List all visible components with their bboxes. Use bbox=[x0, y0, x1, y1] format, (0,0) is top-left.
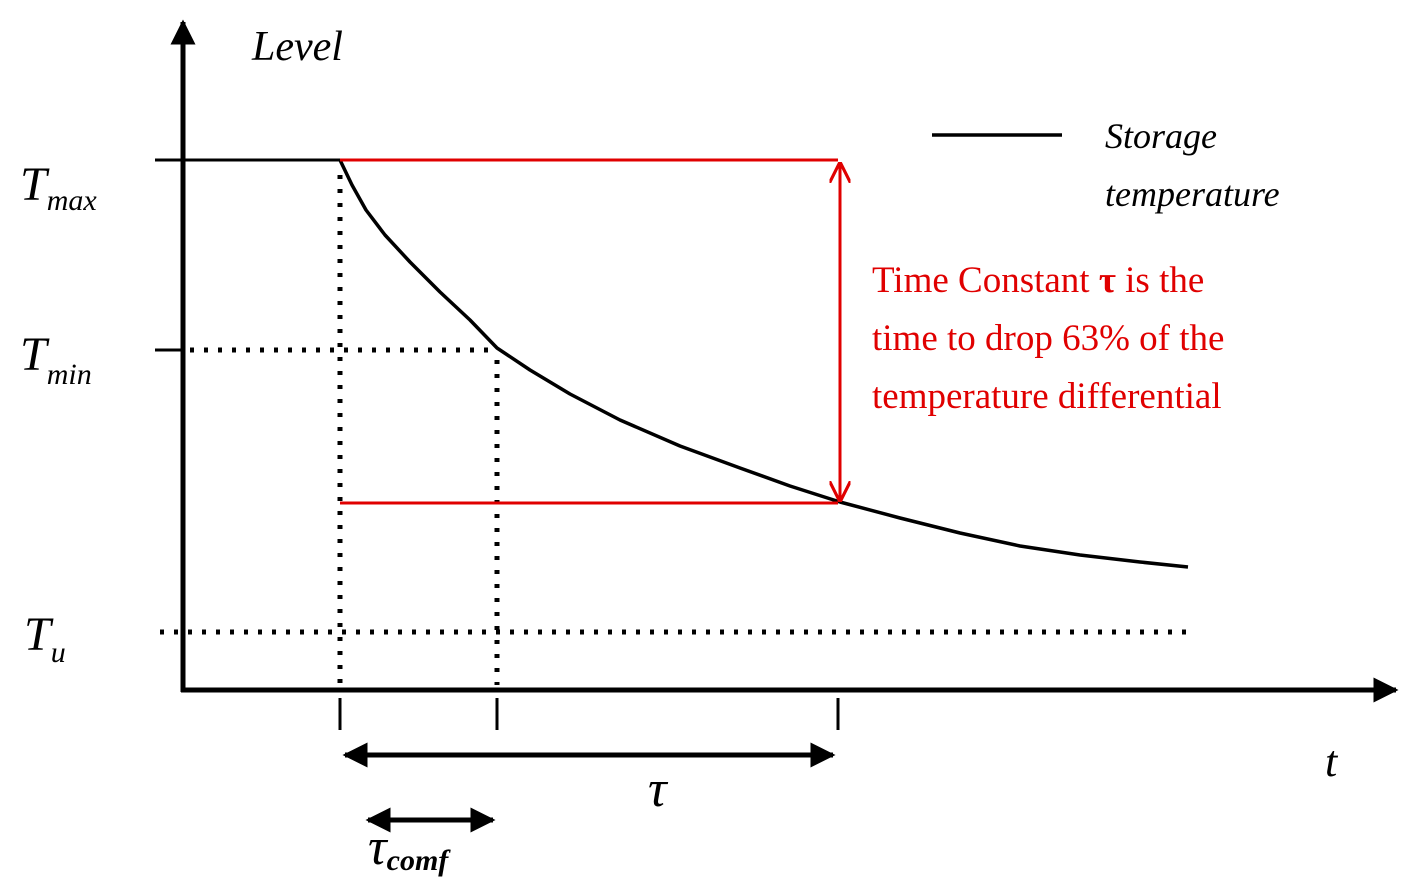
annotation-line: temperature differential bbox=[872, 376, 1222, 417]
annotation-line: time to drop 63% of the bbox=[872, 318, 1224, 359]
level-label: Tmax bbox=[20, 158, 97, 217]
legend-text: temperature bbox=[1105, 174, 1280, 214]
tau-comf-label: τcomf bbox=[368, 819, 451, 877]
y-axis-label: Level bbox=[251, 24, 343, 70]
x-axis-label: t bbox=[1325, 737, 1339, 786]
annotation-line: Time Constant τ is the bbox=[872, 260, 1204, 301]
storage-curve bbox=[338, 159, 1189, 569]
legend-text: Storage bbox=[1105, 116, 1217, 156]
tau-label: τ bbox=[648, 761, 669, 818]
level-label: Tu bbox=[24, 608, 66, 669]
level-label: Tmin bbox=[20, 328, 92, 391]
